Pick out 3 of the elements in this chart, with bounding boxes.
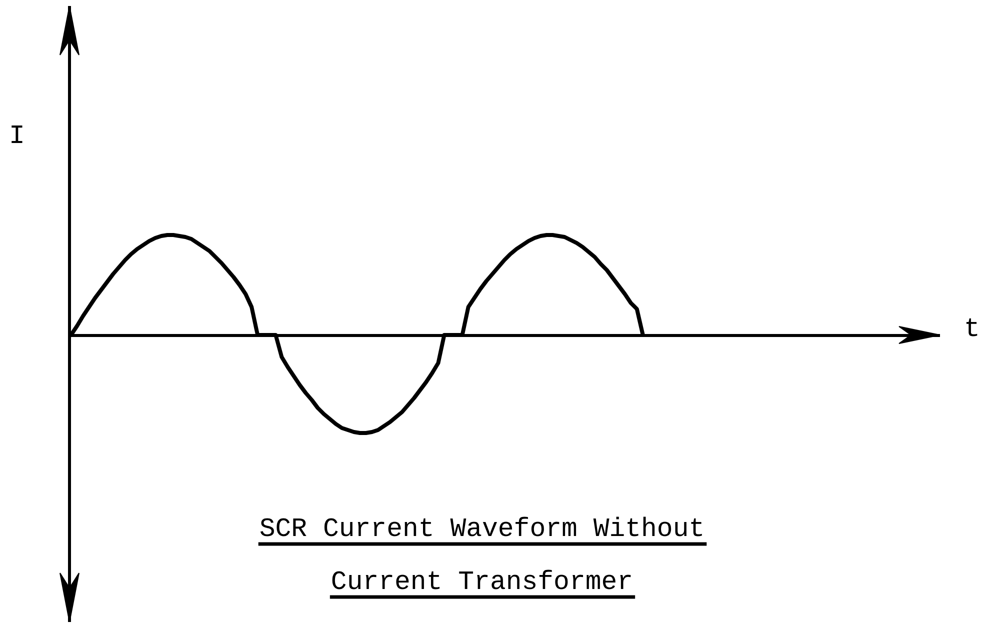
text: SCR Current Waveform Without Current Transformer: [259, 514, 705, 597]
y-axis-title: I: [9, 121, 25, 151]
text: t: [964, 314, 980, 344]
